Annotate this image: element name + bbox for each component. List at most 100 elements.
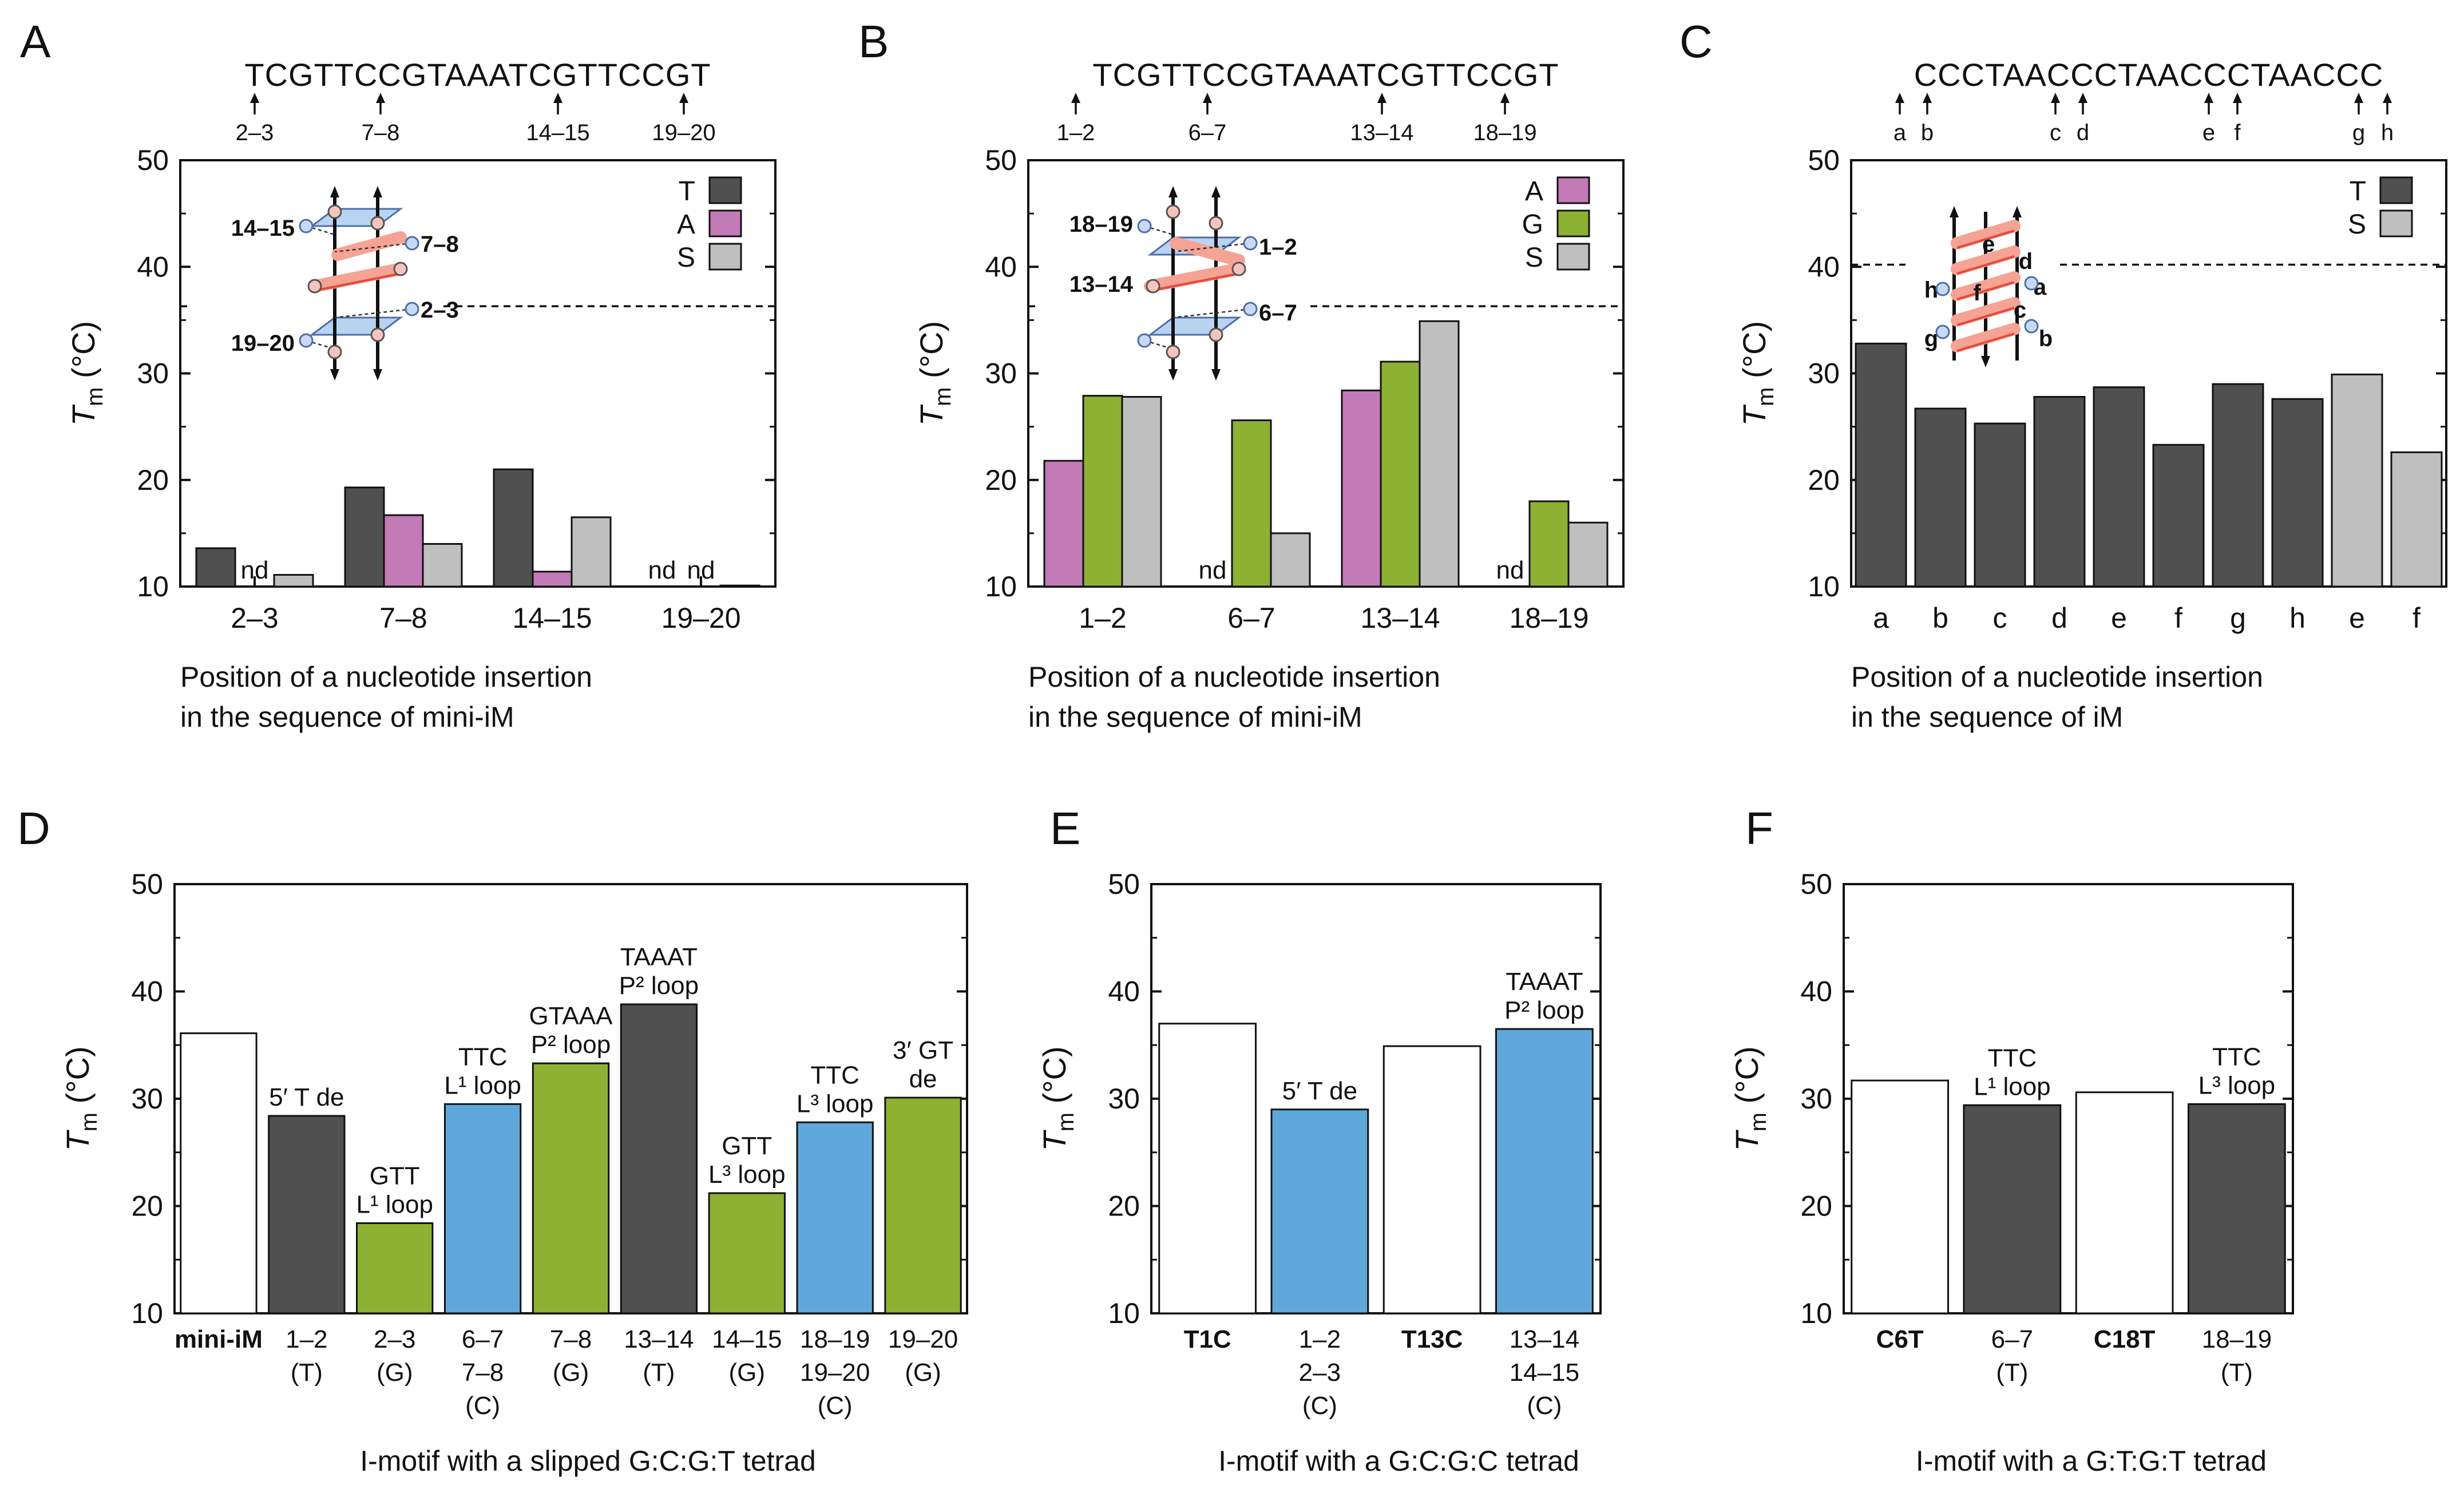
node (307, 279, 322, 294)
x-axis-title: Position of a nucleotide insertion (180, 661, 592, 693)
x-tick-label: 14–15 (1510, 1359, 1579, 1387)
base-pair-bar (1951, 297, 2021, 327)
connector (1172, 308, 1251, 319)
bar-annotation: 3′ GT (893, 1036, 953, 1064)
x-tick-label: 7–8 (379, 602, 427, 634)
bar (1528, 500, 1570, 588)
base-pair-bar (308, 263, 407, 292)
x-tick-label: 1–2 (1299, 1325, 1341, 1353)
arrow-label: 6–7 (1189, 120, 1227, 145)
y-axis-title: Tm (°C) (65, 321, 108, 426)
x-tick-label: T13C (1401, 1325, 1463, 1353)
y-tick-label: 30 (131, 1083, 163, 1115)
x-tick-label: (C) (1302, 1392, 1337, 1420)
y-axis-title-main: T (1729, 1130, 1765, 1151)
y-axis-title-unit: (°C) (1036, 1046, 1072, 1112)
bar-annotation: GTT (722, 1132, 772, 1160)
arrow-label: h (2381, 120, 2394, 145)
legend-label: T (2350, 176, 2366, 207)
strand-arrow (373, 369, 382, 381)
chart-panel-b: 10 20 30 40 50 Tm (°C) B TCGTTCCGTAAATCGTTCCGT 1… (858, 16, 1625, 733)
bar (1419, 320, 1460, 588)
bar (2187, 1103, 2286, 1314)
legend-label: T (679, 176, 695, 207)
bar-annotation: TAAAT (1506, 968, 1583, 996)
y-axis-title-sub: m (82, 387, 108, 406)
bar-annotation: L³ loop (797, 1090, 874, 1118)
bar (884, 1096, 962, 1314)
strand-arrow (1168, 369, 1178, 381)
arrow-head (2204, 93, 2213, 103)
x-tick-label: (T) (1996, 1359, 2028, 1387)
arrow-head (2383, 93, 2392, 103)
x-tick-label: mini-iM (175, 1325, 263, 1353)
bar (268, 1115, 346, 1314)
chart-panel-a: 10 20 30 40 50 Tm (°C) A TCGTTCCGTAAATCGTTCCGT 2… (20, 16, 777, 733)
y-tick-label: 30 (985, 358, 1017, 390)
bar (2212, 383, 2264, 588)
bar (383, 514, 424, 588)
x-tick-label: 2–3 (1299, 1359, 1341, 1387)
bar (1382, 1045, 1481, 1314)
y-axis-title-sub: m (1753, 387, 1778, 406)
arrow-label: 18–19 (1473, 120, 1536, 145)
y-tick-label: 50 (137, 144, 169, 176)
y-axis-title-sub: m (1053, 1112, 1079, 1131)
arrow-label: f (2234, 120, 2241, 145)
arrow-head (553, 93, 562, 103)
arrow-head (1071, 93, 1080, 103)
base-pair-bar (1951, 323, 2021, 353)
y-tick-label: 10 (131, 1297, 163, 1329)
x-tick-label: 19–20 (888, 1325, 958, 1353)
y-axis-title-unit: (°C) (60, 1046, 96, 1112)
arrow-label: g (2352, 120, 2365, 145)
bar (719, 584, 760, 588)
bar (2331, 373, 2383, 588)
bar (195, 547, 236, 588)
panel-letter: B (858, 16, 889, 67)
x-tick-label: (T) (291, 1359, 323, 1387)
x-axis-title: Position of a nucleotide insertion (1028, 661, 1440, 693)
node (1231, 262, 1246, 276)
bar (2152, 443, 2205, 588)
legend-swatch (708, 209, 742, 237)
y-axis-title-unit: (°C) (913, 321, 949, 387)
y-axis-title-main: T (1736, 404, 1772, 426)
x-tick-label: (C) (465, 1392, 500, 1420)
schematic-label: 7–8 (421, 232, 459, 257)
y-tick-label: 20 (1808, 464, 1840, 496)
y-axis-title-sub: m (77, 1112, 102, 1131)
base-pair-bar (1951, 220, 2021, 250)
arrow-label: b (1921, 120, 1934, 145)
x-tick-label: 18–19 (1509, 602, 1588, 634)
y-axis-title-sub: m (930, 387, 956, 406)
y-tick-label: 30 (1808, 358, 1840, 390)
base-pair-bar (1170, 237, 1245, 267)
bar (796, 1121, 874, 1314)
legend-label: S (677, 243, 695, 273)
arrow-label: d (2077, 120, 2089, 145)
bar (344, 486, 385, 588)
schematic-label: 19–20 (231, 331, 295, 356)
arrow-head (2051, 93, 2060, 103)
y-tick-label: 50 (131, 868, 163, 900)
bar-annotation: TTC (1988, 1044, 2037, 1072)
x-axis-title: I-motif with a G:C:G:C tetrad (1218, 1445, 1579, 1477)
bar (1963, 1104, 2062, 1314)
y-tick-label: 10 (1808, 571, 1840, 603)
arrow-head (1895, 93, 1904, 103)
arrow-head (1500, 93, 1510, 103)
y-tick-label: 20 (985, 464, 1017, 496)
x-tick-label: 1–2 (1079, 602, 1126, 634)
x-tick-label: 14–15 (712, 1325, 782, 1353)
y-axis-title: Tm (°C) (1729, 1046, 1771, 1151)
y-tick-label: 40 (1108, 976, 1140, 1008)
y-axis-title: Tm (°C) (60, 1046, 102, 1151)
y-tick-label: 50 (1808, 144, 1840, 176)
y-tick-label: 30 (1800, 1083, 1832, 1115)
bar (532, 1062, 610, 1314)
bar (2271, 398, 2324, 588)
y-tick-label: 50 (1108, 868, 1140, 900)
node (1935, 324, 1950, 339)
bar-annotation: TTC (2212, 1043, 2261, 1071)
